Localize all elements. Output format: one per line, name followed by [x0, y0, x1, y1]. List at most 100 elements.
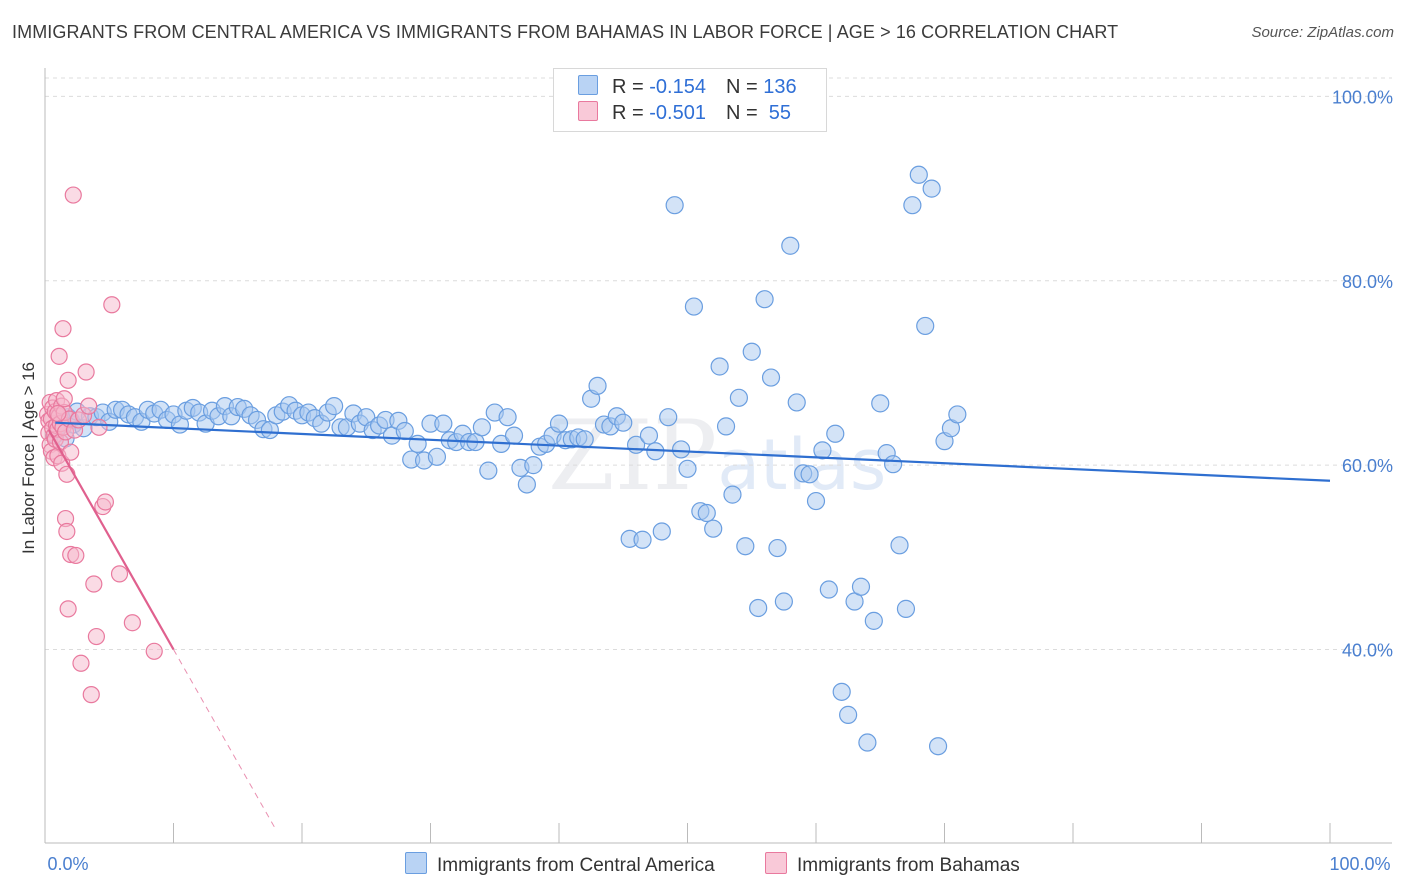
data-point-bahamas: [96, 493, 114, 511]
legend-r-label: R =: [612, 102, 650, 124]
data-point-central-america: [704, 519, 723, 538]
data-point-bahamas: [67, 546, 85, 565]
legend-swatch-pink: [578, 101, 598, 121]
legend-n-value: 136: [763, 76, 797, 98]
bottom-legend-label: Immigrants from Central America: [437, 855, 715, 876]
data-point-central-america: [922, 179, 941, 198]
data-point-bahamas: [54, 320, 72, 338]
series-bahamas-points: [38, 186, 163, 704]
data-point-central-america: [729, 388, 749, 407]
data-point-bahamas: [87, 627, 106, 646]
bottom-legend-bahamas: Immigrants from Bahamas: [765, 852, 1020, 877]
data-point-central-america: [710, 357, 729, 376]
watermark: ZIPatlas: [548, 400, 886, 512]
data-point-central-america: [325, 397, 344, 416]
data-point-central-america: [948, 405, 967, 424]
data-point-central-america: [806, 491, 826, 511]
y-tick-label: 60.0%: [1342, 456, 1393, 476]
bottom-legend-label: Immigrants from Bahamas: [797, 855, 1020, 876]
bottom-legend-central-america: Immigrants from Central America: [405, 852, 715, 877]
data-point-central-america: [916, 316, 935, 336]
legend-row-central-america: R = -0.154 N = 136: [578, 75, 797, 101]
data-point-bahamas: [64, 186, 82, 204]
tick-labels: 40.0% 60.0% 80.0% 100.0% 0.0% 100.0%: [47, 87, 1393, 874]
data-point-central-america: [858, 733, 877, 752]
data-point-central-america: [742, 342, 761, 361]
data-point-bahamas: [80, 397, 98, 415]
data-point-central-america: [697, 503, 716, 523]
trend-line-bahamas-extension: [173, 649, 277, 831]
data-point-bahamas: [50, 347, 68, 365]
data-point-central-america: [755, 290, 774, 309]
data-point-central-america: [678, 459, 697, 478]
data-point-central-america: [749, 598, 768, 618]
data-point-central-america: [787, 393, 806, 412]
data-point-bahamas: [110, 565, 129, 583]
data-point-central-america: [896, 599, 916, 618]
y-tick-label: 100.0%: [1332, 87, 1393, 107]
data-point-central-america: [498, 408, 517, 427]
trend-line-bahamas: [47, 429, 175, 650]
data-point-central-america: [504, 426, 524, 445]
data-point-central-america: [517, 475, 536, 494]
data-point-central-america: [549, 414, 569, 433]
data-point-central-america: [588, 376, 607, 395]
data-point-bahamas: [59, 371, 77, 389]
data-point-central-america: [684, 297, 704, 316]
data-point-central-america: [575, 430, 594, 449]
data-point-bahamas: [72, 654, 90, 672]
data-point-bahamas: [59, 600, 77, 618]
data-point-central-america: [851, 577, 871, 596]
data-point-central-america: [614, 413, 633, 432]
data-point-central-america: [472, 418, 491, 437]
x-tick-label-min: 0.0%: [47, 854, 88, 874]
data-point-central-america: [723, 485, 742, 504]
data-point-central-america: [903, 196, 922, 215]
y-axis-label: In Labor Force | Age > 16: [19, 362, 38, 554]
source-credit: Source: ZipAtlas.com: [1251, 24, 1394, 41]
stats-legend: R = -0.154 N = 136 R = -0.501 N = 55: [553, 68, 827, 132]
data-point-central-america: [890, 536, 909, 555]
data-point-central-america: [665, 196, 684, 215]
legend-r-label: R =: [612, 76, 650, 98]
trend-lines: [47, 421, 1331, 831]
data-point-central-america: [671, 440, 691, 459]
data-point-bahamas: [85, 575, 103, 593]
data-point-central-america: [434, 414, 453, 433]
watermark-zip: ZIP: [548, 400, 718, 512]
data-point-central-america: [839, 705, 858, 724]
bottom-legend-swatch-pink: [765, 852, 787, 874]
data-point-bahamas: [82, 686, 100, 704]
data-point-central-america: [395, 421, 414, 441]
series-central-america-points: [46, 165, 967, 756]
data-point-central-america: [832, 682, 851, 701]
data-point-central-america: [736, 537, 755, 556]
data-point-central-america: [659, 408, 678, 427]
data-point-central-america: [633, 530, 652, 549]
data-point-central-america: [768, 538, 787, 558]
data-point-central-america: [909, 165, 928, 184]
legend-n-label: N =: [725, 76, 764, 98]
data-point-central-america: [871, 394, 890, 413]
data-point-central-america: [864, 611, 883, 630]
data-point-bahamas: [145, 642, 163, 660]
trend-line-central-america: [55, 421, 1331, 482]
data-point-central-america: [774, 592, 793, 611]
data-point-bahamas: [77, 363, 95, 381]
legend-r-value: -0.154: [649, 76, 706, 98]
data-point-central-america: [928, 737, 948, 756]
data-point-bahamas: [58, 522, 76, 541]
data-point-central-america: [781, 236, 800, 255]
data-point-central-america: [716, 417, 736, 436]
legend-swatch-blue: [578, 75, 598, 95]
data-point-central-america: [800, 465, 819, 484]
y-tick-label: 40.0%: [1342, 640, 1393, 660]
bottom-legend-swatch-blue: [405, 852, 427, 874]
legend-r-value: -0.501: [649, 102, 706, 124]
data-point-central-america: [652, 522, 671, 541]
data-point-bahamas: [58, 465, 76, 483]
legend-row-bahamas: R = -0.501 N = 55: [578, 101, 791, 127]
data-point-bahamas: [62, 443, 80, 461]
data-point-bahamas: [55, 390, 73, 408]
data-point-central-america: [427, 447, 447, 466]
